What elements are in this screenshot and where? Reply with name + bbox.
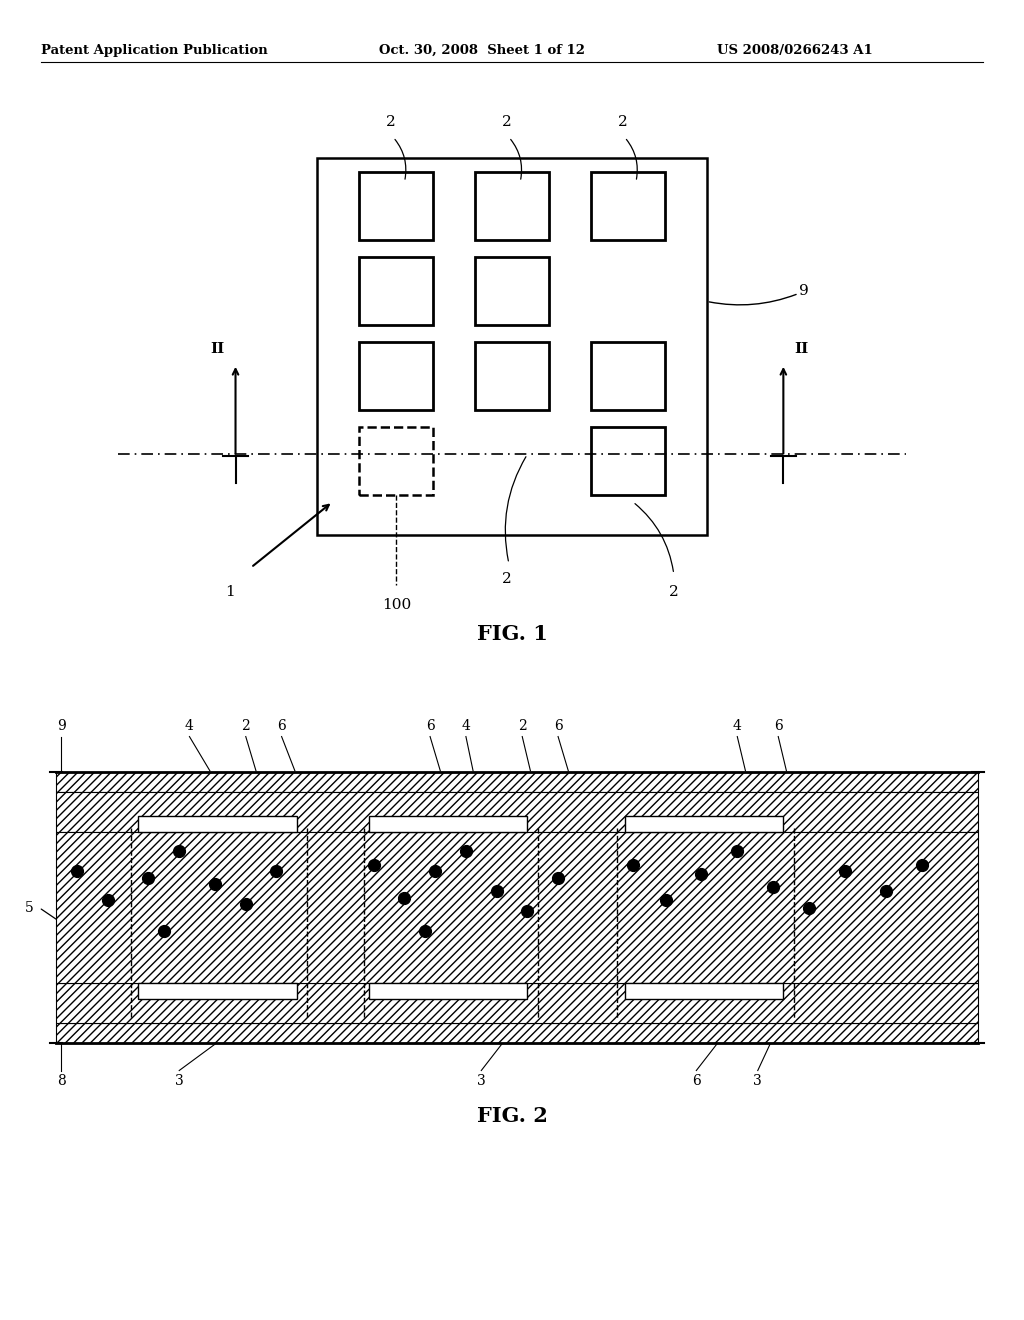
Bar [369, 983, 527, 999]
Bar [475, 172, 549, 240]
Bar [56, 792, 978, 832]
Bar [56, 1023, 978, 1043]
Text: 2: 2 [518, 718, 526, 733]
Bar [56, 832, 978, 983]
Text: 9: 9 [57, 718, 66, 733]
Bar [475, 256, 549, 325]
Text: 6: 6 [554, 718, 562, 733]
Bar [359, 172, 433, 240]
Text: FIG. 2: FIG. 2 [476, 1106, 548, 1126]
Text: 2: 2 [502, 572, 512, 586]
Bar [359, 426, 433, 495]
Text: 6: 6 [426, 718, 434, 733]
Text: 2: 2 [386, 115, 396, 129]
Bar [369, 816, 527, 832]
Text: 2: 2 [502, 115, 512, 129]
Bar [359, 256, 433, 325]
Bar [591, 426, 665, 495]
Text: 5: 5 [25, 900, 34, 915]
Text: 8: 8 [57, 1074, 66, 1089]
Bar [359, 342, 433, 411]
Text: 6: 6 [692, 1074, 700, 1089]
Text: II: II [795, 342, 809, 356]
Bar [625, 983, 783, 999]
Bar [625, 816, 783, 832]
Text: II: II [210, 342, 224, 356]
Text: 3: 3 [175, 1074, 183, 1089]
Text: 3: 3 [754, 1074, 762, 1089]
Text: Oct. 30, 2008  Sheet 1 of 12: Oct. 30, 2008 Sheet 1 of 12 [379, 44, 585, 57]
Text: 2: 2 [669, 585, 679, 599]
Text: 1: 1 [225, 585, 236, 599]
Text: 2: 2 [242, 718, 250, 733]
Text: 9: 9 [799, 284, 809, 298]
Text: 4: 4 [733, 718, 741, 733]
Bar [591, 172, 665, 240]
Bar [138, 983, 297, 999]
Bar [475, 342, 549, 411]
Text: 6: 6 [278, 718, 286, 733]
Bar [56, 772, 978, 792]
Text: 2: 2 [617, 115, 628, 129]
Text: FIG. 1: FIG. 1 [476, 624, 548, 644]
Text: 4: 4 [462, 718, 470, 733]
Text: 3: 3 [477, 1074, 485, 1089]
Text: 6: 6 [774, 718, 782, 733]
Text: Patent Application Publication: Patent Application Publication [41, 44, 267, 57]
Bar [317, 158, 707, 535]
Text: US 2008/0266243 A1: US 2008/0266243 A1 [717, 44, 872, 57]
Bar [56, 983, 978, 1023]
Bar [591, 342, 665, 411]
Text: 4: 4 [185, 718, 194, 733]
Text: 100: 100 [382, 598, 411, 612]
Bar [138, 816, 297, 832]
